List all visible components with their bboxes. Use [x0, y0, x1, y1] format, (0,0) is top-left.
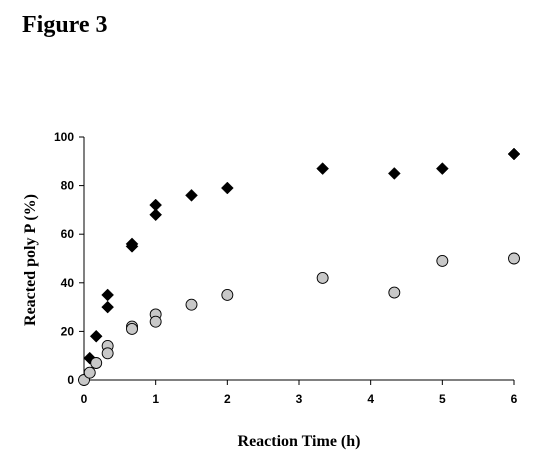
data-point-diamond	[125, 239, 139, 253]
data-point-diamond	[316, 162, 330, 175]
data-point-circle	[90, 357, 103, 369]
x-tick-label: 5	[439, 392, 446, 406]
chart-axes	[83, 137, 514, 381]
x-tick-label: 1	[152, 392, 159, 406]
data-point-diamond	[149, 208, 163, 222]
y-tick-label: 0	[67, 373, 74, 387]
y-tick-label: 80	[61, 179, 75, 193]
data-point-circle	[388, 286, 401, 299]
data-point-circle	[221, 289, 234, 301]
y-tick-label: 20	[61, 324, 75, 338]
data-point-diamond	[89, 329, 103, 343]
x-axis-title: Reaction Time (h)	[238, 433, 361, 450]
data-point-circle	[149, 315, 162, 328]
data-point-circle	[316, 271, 329, 284]
data-point-circle	[508, 252, 520, 265]
data-point-circle	[83, 366, 96, 379]
x-tick-label: 3	[296, 392, 303, 406]
x-tick-label: 0	[81, 392, 88, 406]
data-point-circle	[436, 254, 449, 267]
figure-title: Figure 3	[22, 12, 108, 38]
x-tick-label: 2	[224, 392, 231, 406]
x-tick-label: 6	[511, 392, 518, 406]
data-point-diamond	[101, 288, 115, 302]
y-axis-title: Reacted poly P (%)	[22, 194, 39, 326]
y-tick-label: 100	[54, 130, 74, 144]
data-point-diamond	[435, 162, 449, 175]
data-point-diamond	[220, 181, 234, 195]
data-point-circle	[185, 298, 198, 311]
y-tick-label: 40	[61, 276, 75, 290]
data-point-circle	[126, 323, 138, 335]
y-tick-label: 60	[61, 227, 75, 241]
data-point-diamond	[507, 147, 521, 161]
x-tick-label: 4	[367, 392, 374, 406]
data-point-diamond	[101, 300, 115, 314]
chart-marks	[77, 147, 521, 387]
data-point-circle	[101, 347, 114, 360]
data-point-diamond	[387, 167, 401, 180]
data-point-diamond	[185, 188, 198, 202]
